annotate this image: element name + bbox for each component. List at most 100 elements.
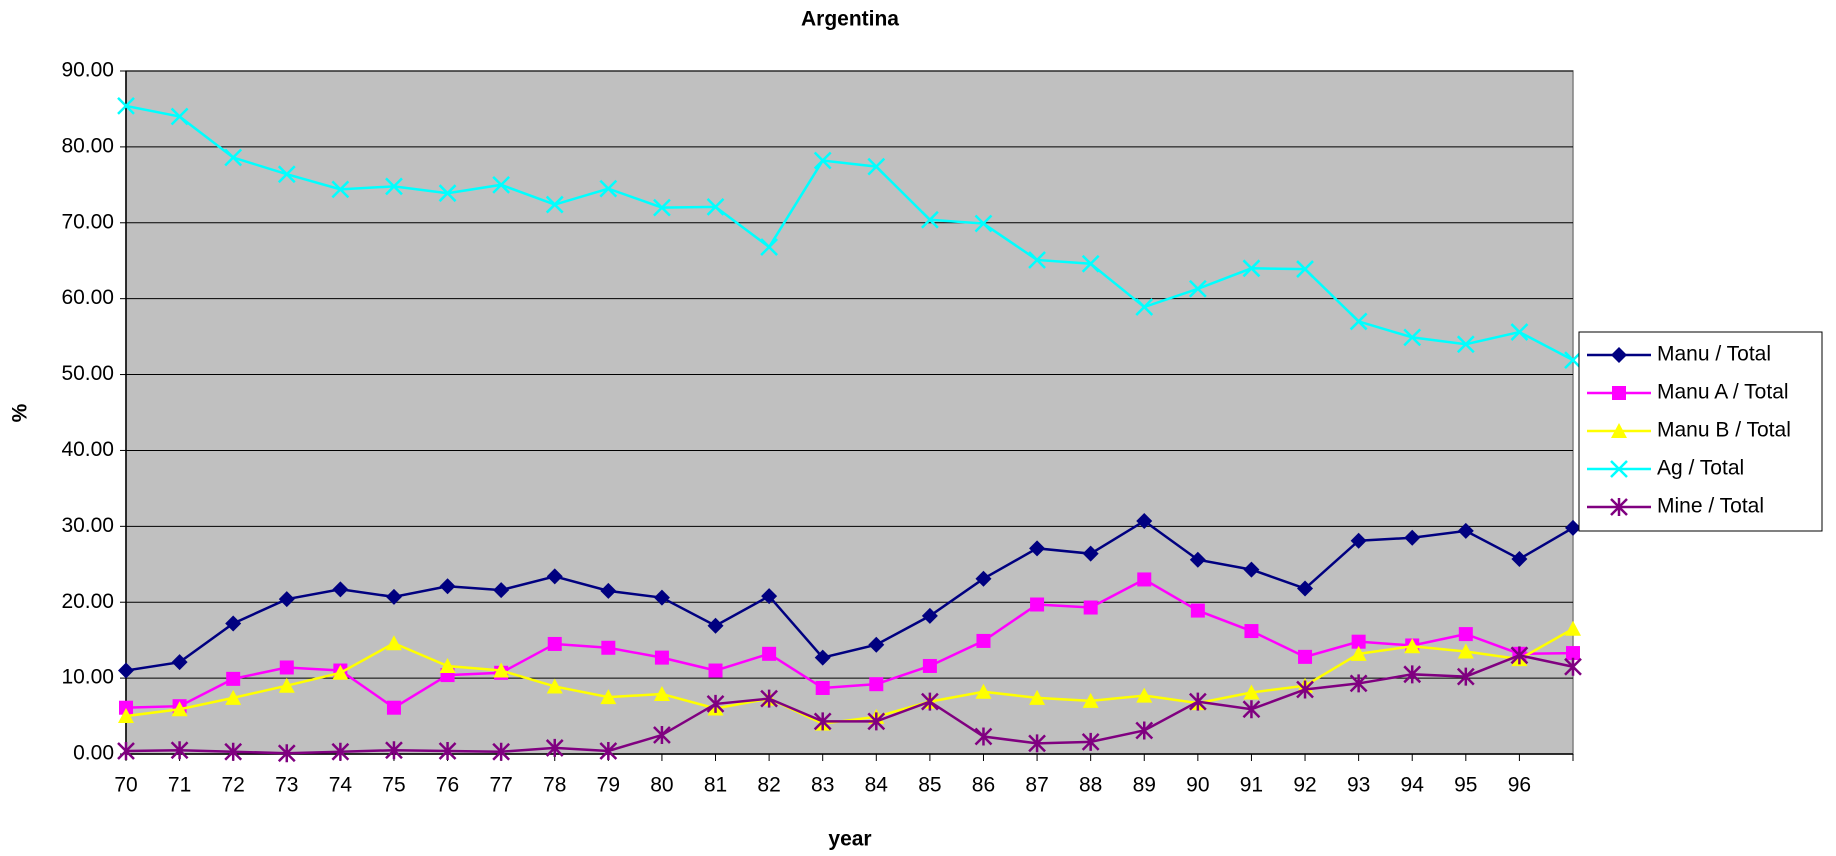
marker [1350,645,1367,661]
marker [1136,513,1153,530]
marker [1030,597,1045,612]
marker [1350,532,1367,549]
marker [974,727,993,746]
marker [1297,580,1314,597]
legend-label: Ag / Total [1657,457,1744,480]
y-tick-label: 70.00 [61,210,114,233]
x-tick-label: 83 [811,774,834,797]
x-axis-label: year [828,828,871,851]
marker [385,177,403,196]
x-tick-label: 92 [1293,774,1316,797]
marker [118,708,134,724]
marker [869,677,884,692]
series-line [125,519,1574,672]
marker [278,591,295,608]
marker [224,742,243,761]
marker [1351,634,1366,649]
marker [1242,700,1261,719]
series-line [125,654,1574,755]
x-tick-label: 74 [329,774,353,797]
marker [438,184,457,203]
x-tick-label: 72 [222,774,245,797]
x-tick-label: 96 [1508,774,1531,797]
marker [1566,646,1580,661]
marker [224,148,243,167]
x-tick-label: 91 [1240,774,1263,797]
x-tick-label: 90 [1186,774,1209,797]
marker [1611,423,1627,438]
marker [1083,600,1098,615]
y-tick-label: 50.00 [61,362,114,385]
marker [974,214,993,233]
y-tick-label: 0.00 [73,742,114,765]
marker [1135,298,1154,316]
marker [546,568,563,585]
marker [653,198,671,217]
marker [438,741,457,760]
marker [976,633,991,648]
marker [119,700,133,715]
marker [225,689,242,705]
marker [1029,689,1046,705]
plot-area [125,70,1574,755]
marker [385,588,402,605]
x-tick-label: 87 [1025,774,1048,797]
series-line [125,578,1574,710]
marker [1611,347,1627,363]
marker [385,635,402,651]
marker [170,107,189,126]
marker [601,640,616,655]
marker [706,197,725,216]
legend-label: Manu B / Total [1657,419,1791,442]
marker [1081,732,1100,751]
marker [118,662,134,679]
marker [545,738,564,757]
marker [922,658,937,673]
marker [761,588,778,605]
marker [492,742,511,761]
marker [493,662,510,678]
marker [1082,692,1099,708]
x-tick-label: 80 [650,774,673,797]
marker [600,689,617,705]
marker [1136,687,1153,703]
x-tick-label: 93 [1347,774,1370,797]
marker [1456,667,1475,686]
marker [1137,572,1152,587]
marker [1081,254,1100,273]
x-tick-label: 81 [704,774,727,797]
marker [546,678,563,694]
x-tick-label: 89 [1133,774,1156,797]
marker [171,701,188,717]
marker [279,660,294,675]
marker [277,744,296,763]
marker [1190,603,1205,618]
marker [1404,638,1421,654]
marker [117,97,135,115]
marker [1612,386,1626,400]
marker [1189,551,1206,568]
marker [762,646,777,661]
marker [171,654,188,671]
marker [1510,323,1529,341]
marker [1564,657,1582,676]
marker [1296,260,1314,278]
marker [1610,460,1628,478]
marker [277,165,296,184]
marker [1242,259,1261,278]
x-tick-label: 73 [275,774,298,797]
marker [170,741,189,760]
marker [1565,519,1581,536]
marker [653,589,670,606]
x-tick-label: 75 [382,774,405,797]
marker [226,671,241,686]
x-tick-label: 78 [543,774,566,797]
marker [1404,529,1421,546]
marker [331,180,350,199]
marker [547,636,562,651]
marker [813,712,832,731]
marker [1188,279,1207,298]
marker [1028,251,1046,269]
marker [1456,335,1475,354]
